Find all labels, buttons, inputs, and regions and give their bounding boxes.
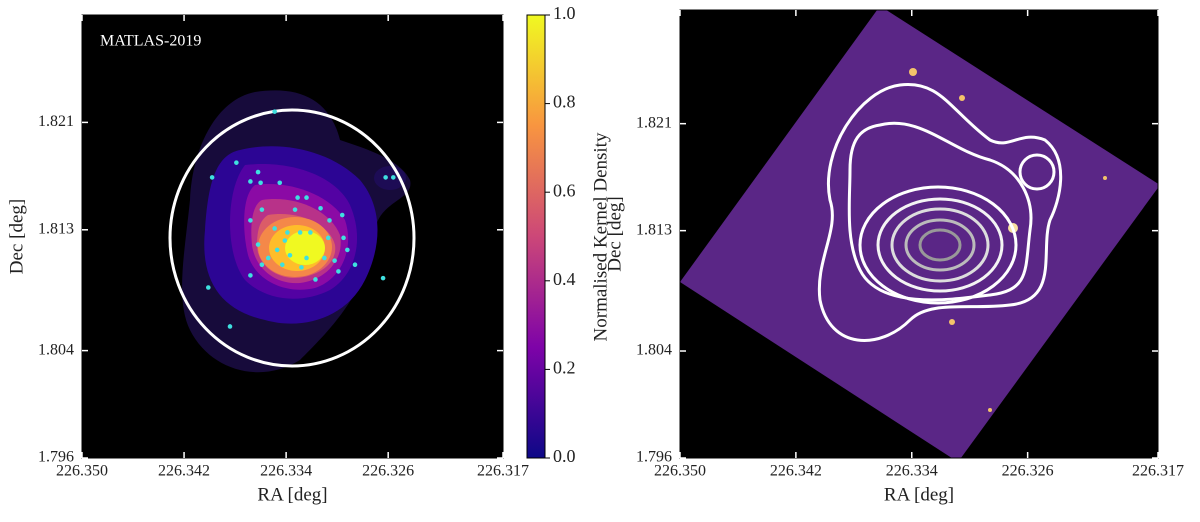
point: [248, 218, 253, 223]
y-tick-label: 1.821: [636, 114, 672, 131]
right-frame: [679, 9, 1159, 459]
left-frame: [81, 14, 504, 459]
point: [248, 273, 253, 278]
point: [336, 269, 341, 274]
colorbar-tick-label: 0.0: [553, 446, 576, 466]
point: [272, 226, 277, 231]
point: [259, 262, 265, 267]
point: [308, 230, 313, 235]
point: [297, 230, 303, 235]
y-tick-label: 1.821: [38, 113, 74, 130]
x-tick-label: 226.342: [770, 463, 822, 480]
colorbar-tick-label: 0.2: [553, 358, 576, 378]
point: [390, 175, 396, 180]
x-tick-label: 226.317: [1132, 463, 1184, 480]
point: [259, 207, 265, 212]
point: [285, 230, 290, 235]
x-tick-label: 226.334: [886, 463, 938, 480]
colorbar-tick-label: 0.8: [553, 92, 576, 112]
point: [339, 212, 345, 218]
y-tick-label: 1.813: [38, 220, 74, 237]
point: [227, 324, 233, 329]
point: [292, 207, 298, 212]
y-tick-label: 1.804: [636, 342, 672, 359]
point: [248, 179, 253, 184]
point: [304, 195, 309, 200]
x-tick-label: 226.326: [1002, 463, 1054, 480]
x-tick-label: 226.334: [260, 463, 312, 480]
point: [313, 277, 318, 282]
point: [325, 235, 331, 241]
y-tick-label: 1.796: [636, 449, 672, 466]
point: [327, 218, 332, 223]
point: [206, 285, 211, 290]
point: [272, 109, 277, 114]
point: [380, 275, 386, 281]
y-tick-label: 1.796: [38, 449, 74, 466]
x-axis-label: RA [deg]: [884, 484, 954, 505]
point: [209, 175, 215, 180]
point: [341, 235, 346, 241]
point: [279, 262, 285, 267]
point: [255, 169, 261, 175]
y-tick-label: 1.804: [38, 341, 74, 358]
x-tick-label: 226.317: [477, 463, 529, 480]
y-tick-label: 1.813: [636, 221, 672, 238]
point: [332, 258, 337, 263]
point: [277, 180, 283, 186]
left-panel-image: [82, 15, 503, 458]
x-tick-label: 226.350: [56, 463, 108, 480]
point: [258, 180, 263, 186]
point: [295, 195, 300, 200]
right-panel-image: [680, 10, 1158, 458]
x-tick-label: 226.350: [654, 463, 706, 480]
x-tick-label: 226.326: [362, 463, 414, 480]
point: [274, 247, 280, 253]
point: [255, 242, 261, 247]
point: [318, 206, 323, 211]
point: [234, 160, 239, 165]
point: [299, 265, 304, 270]
colorbar-tick-label: 0.4: [553, 269, 576, 289]
colorbar: [526, 14, 546, 459]
annotation: MATLAS-2019: [100, 33, 201, 50]
colorbar-tick-label: 0.6: [553, 180, 576, 200]
y-axis-label: Dec [deg]: [604, 196, 625, 271]
x-tick-label: 226.342: [158, 463, 210, 480]
point: [345, 247, 350, 253]
colorbar-label: Normalised Kernel Density: [590, 132, 611, 341]
point: [383, 175, 388, 180]
y-axis-label: Dec [deg]: [6, 199, 27, 274]
point: [282, 238, 288, 243]
x-axis-label: RA [deg]: [257, 484, 327, 505]
point: [352, 262, 358, 267]
point: [287, 252, 293, 258]
point: [322, 255, 327, 261]
point: [265, 255, 271, 261]
point: [304, 255, 309, 261]
colorbar-tick-label: 1.0: [553, 3, 576, 23]
